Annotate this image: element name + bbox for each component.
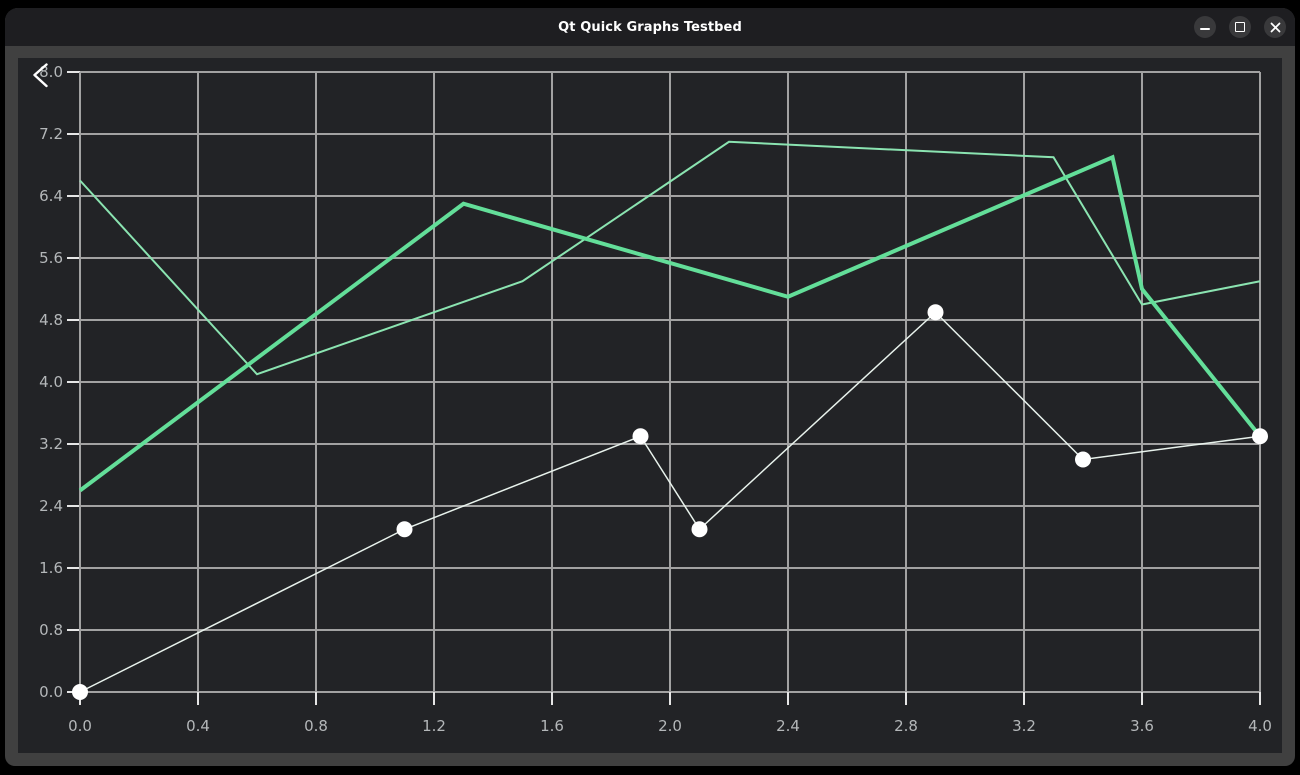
- y-tick-label: 2.4: [39, 497, 63, 515]
- maximize-icon: [1235, 22, 1245, 32]
- y-tick-label: 5.6: [39, 249, 63, 267]
- x-tick-label: 3.2: [1012, 717, 1036, 735]
- y-tick-label: 3.2: [39, 435, 63, 453]
- titlebar: Qt Quick Graphs Testbed: [5, 8, 1295, 46]
- x-tick-label: 0.0: [68, 717, 92, 735]
- x-tick-label: 3.6: [1130, 717, 1154, 735]
- thin-green-line-series: [79, 140, 1261, 376]
- data-point-marker: [396, 521, 413, 538]
- x-tick-label: 2.8: [894, 717, 918, 735]
- x-tick-label: 2.4: [776, 717, 800, 735]
- y-tick-label: 0.0: [39, 683, 63, 701]
- y-tick-label: 4.8: [39, 311, 63, 329]
- y-tick-label: 6.4: [39, 187, 63, 205]
- minimize-icon: [1200, 27, 1210, 30]
- chevron-left-icon[interactable]: [32, 63, 49, 88]
- data-point-marker: [632, 428, 649, 445]
- close-button[interactable]: [1264, 16, 1286, 38]
- y-tick-label: 7.2: [39, 125, 63, 143]
- y-tick-label: 1.6: [39, 559, 63, 577]
- data-point-marker: [72, 684, 88, 700]
- data-point-marker: [1075, 451, 1091, 468]
- x-tick-label: 2.0: [658, 717, 682, 735]
- graph-view: 0.0 0.8 1.6 2.4 3.2 4.0 4.8 5.6 6.4 7.2 8.0 0.0 0.4 0…: [18, 58, 1282, 753]
- x-tick-label: 0.8: [304, 717, 328, 735]
- x-tick-label: 0.4: [186, 717, 210, 735]
- maximize-button[interactable]: [1229, 16, 1251, 38]
- data-point-marker: [691, 521, 708, 538]
- minimize-button[interactable]: [1194, 16, 1216, 38]
- y-tick-label: 8.0: [39, 63, 63, 81]
- y-tick-label: 0.8: [39, 621, 63, 639]
- x-tick-label: 4.0: [1248, 717, 1272, 735]
- line-chart: 0.0 0.8 1.6 2.4 3.2 4.0 4.8 5.6 6.4 7.2 8.0 0.0 0.4 0…: [39, 63, 1272, 735]
- y-tick-label: 4.0: [39, 373, 63, 391]
- data-point-marker: [1252, 428, 1268, 445]
- data-point-marker: [927, 304, 944, 321]
- app-window: Qt Quick Graphs Testbed 0.0 0.8 1.6 2.4 3.2 4…: [5, 8, 1295, 766]
- window-controls: [1194, 16, 1286, 38]
- window-title: Qt Quick Graphs Testbed: [558, 19, 742, 35]
- x-tick-label: 1.2: [422, 717, 446, 735]
- close-icon: [1270, 22, 1280, 32]
- thick-green-line-series: [78, 154, 1262, 493]
- x-tick-label: 1.6: [540, 717, 564, 735]
